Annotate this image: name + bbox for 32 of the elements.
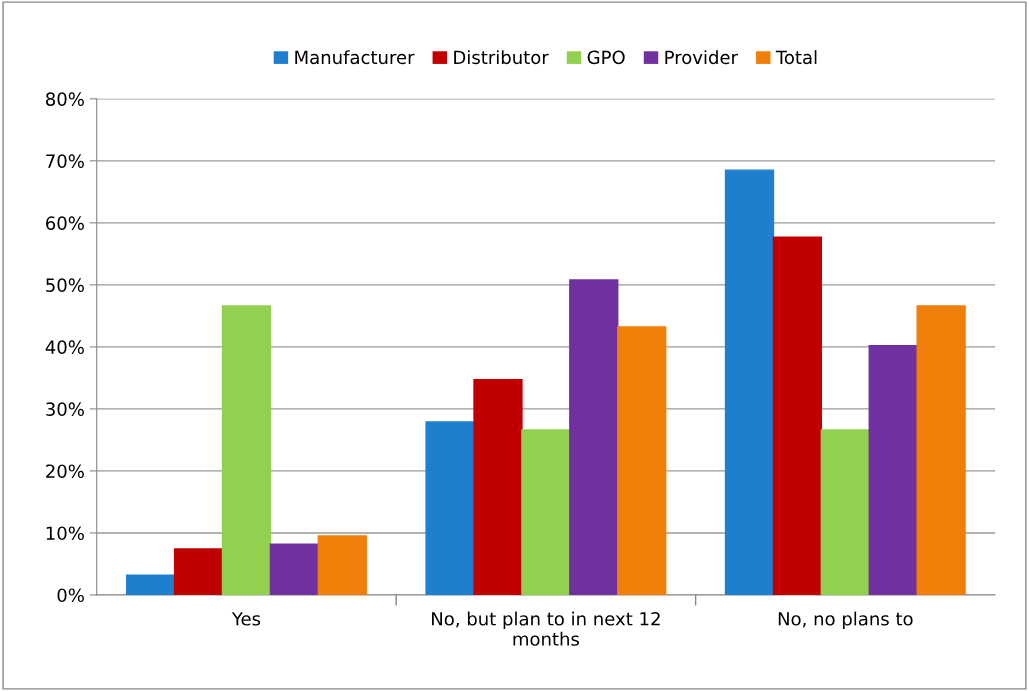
y-tick-label: 10%: [46, 526, 84, 541]
y-tick-label: 50%: [46, 278, 84, 292]
bar: [221, 305, 272, 595]
bar: [820, 429, 870, 595]
bar: [617, 326, 667, 595]
legend-label: Manufacturer: [295, 50, 415, 65]
y-tick-label: 40%: [45, 340, 84, 354]
y-tick-label: 70%: [46, 154, 84, 168]
bar: [473, 379, 523, 595]
x-tick-label: No, but plan to in next 12 months: [432, 611, 660, 646]
x-tick-label: Yes: [231, 612, 261, 626]
bar: [317, 535, 367, 595]
bar: [425, 421, 475, 595]
x-tick-label: No, no plans to: [778, 611, 913, 630]
legend-label: Total: [775, 50, 817, 65]
bar: [569, 279, 619, 595]
bar: [173, 548, 224, 595]
bar: [868, 344, 918, 595]
bar: [724, 169, 775, 595]
legend-label: Distributor: [454, 50, 549, 65]
legend-label: GPO: [587, 50, 625, 65]
bar: [269, 543, 320, 595]
y-tick-label: 80%: [46, 92, 84, 106]
y-tick-label: 60%: [46, 216, 84, 230]
y-tick-label: 0%: [57, 588, 84, 603]
bar: [772, 236, 823, 595]
bar: [521, 429, 571, 595]
bar: [125, 574, 176, 595]
y-tick-label: 30%: [46, 402, 84, 417]
legend-label: Provider: [665, 50, 738, 65]
bar: [916, 305, 966, 595]
y-tick-label: 20%: [46, 464, 84, 479]
